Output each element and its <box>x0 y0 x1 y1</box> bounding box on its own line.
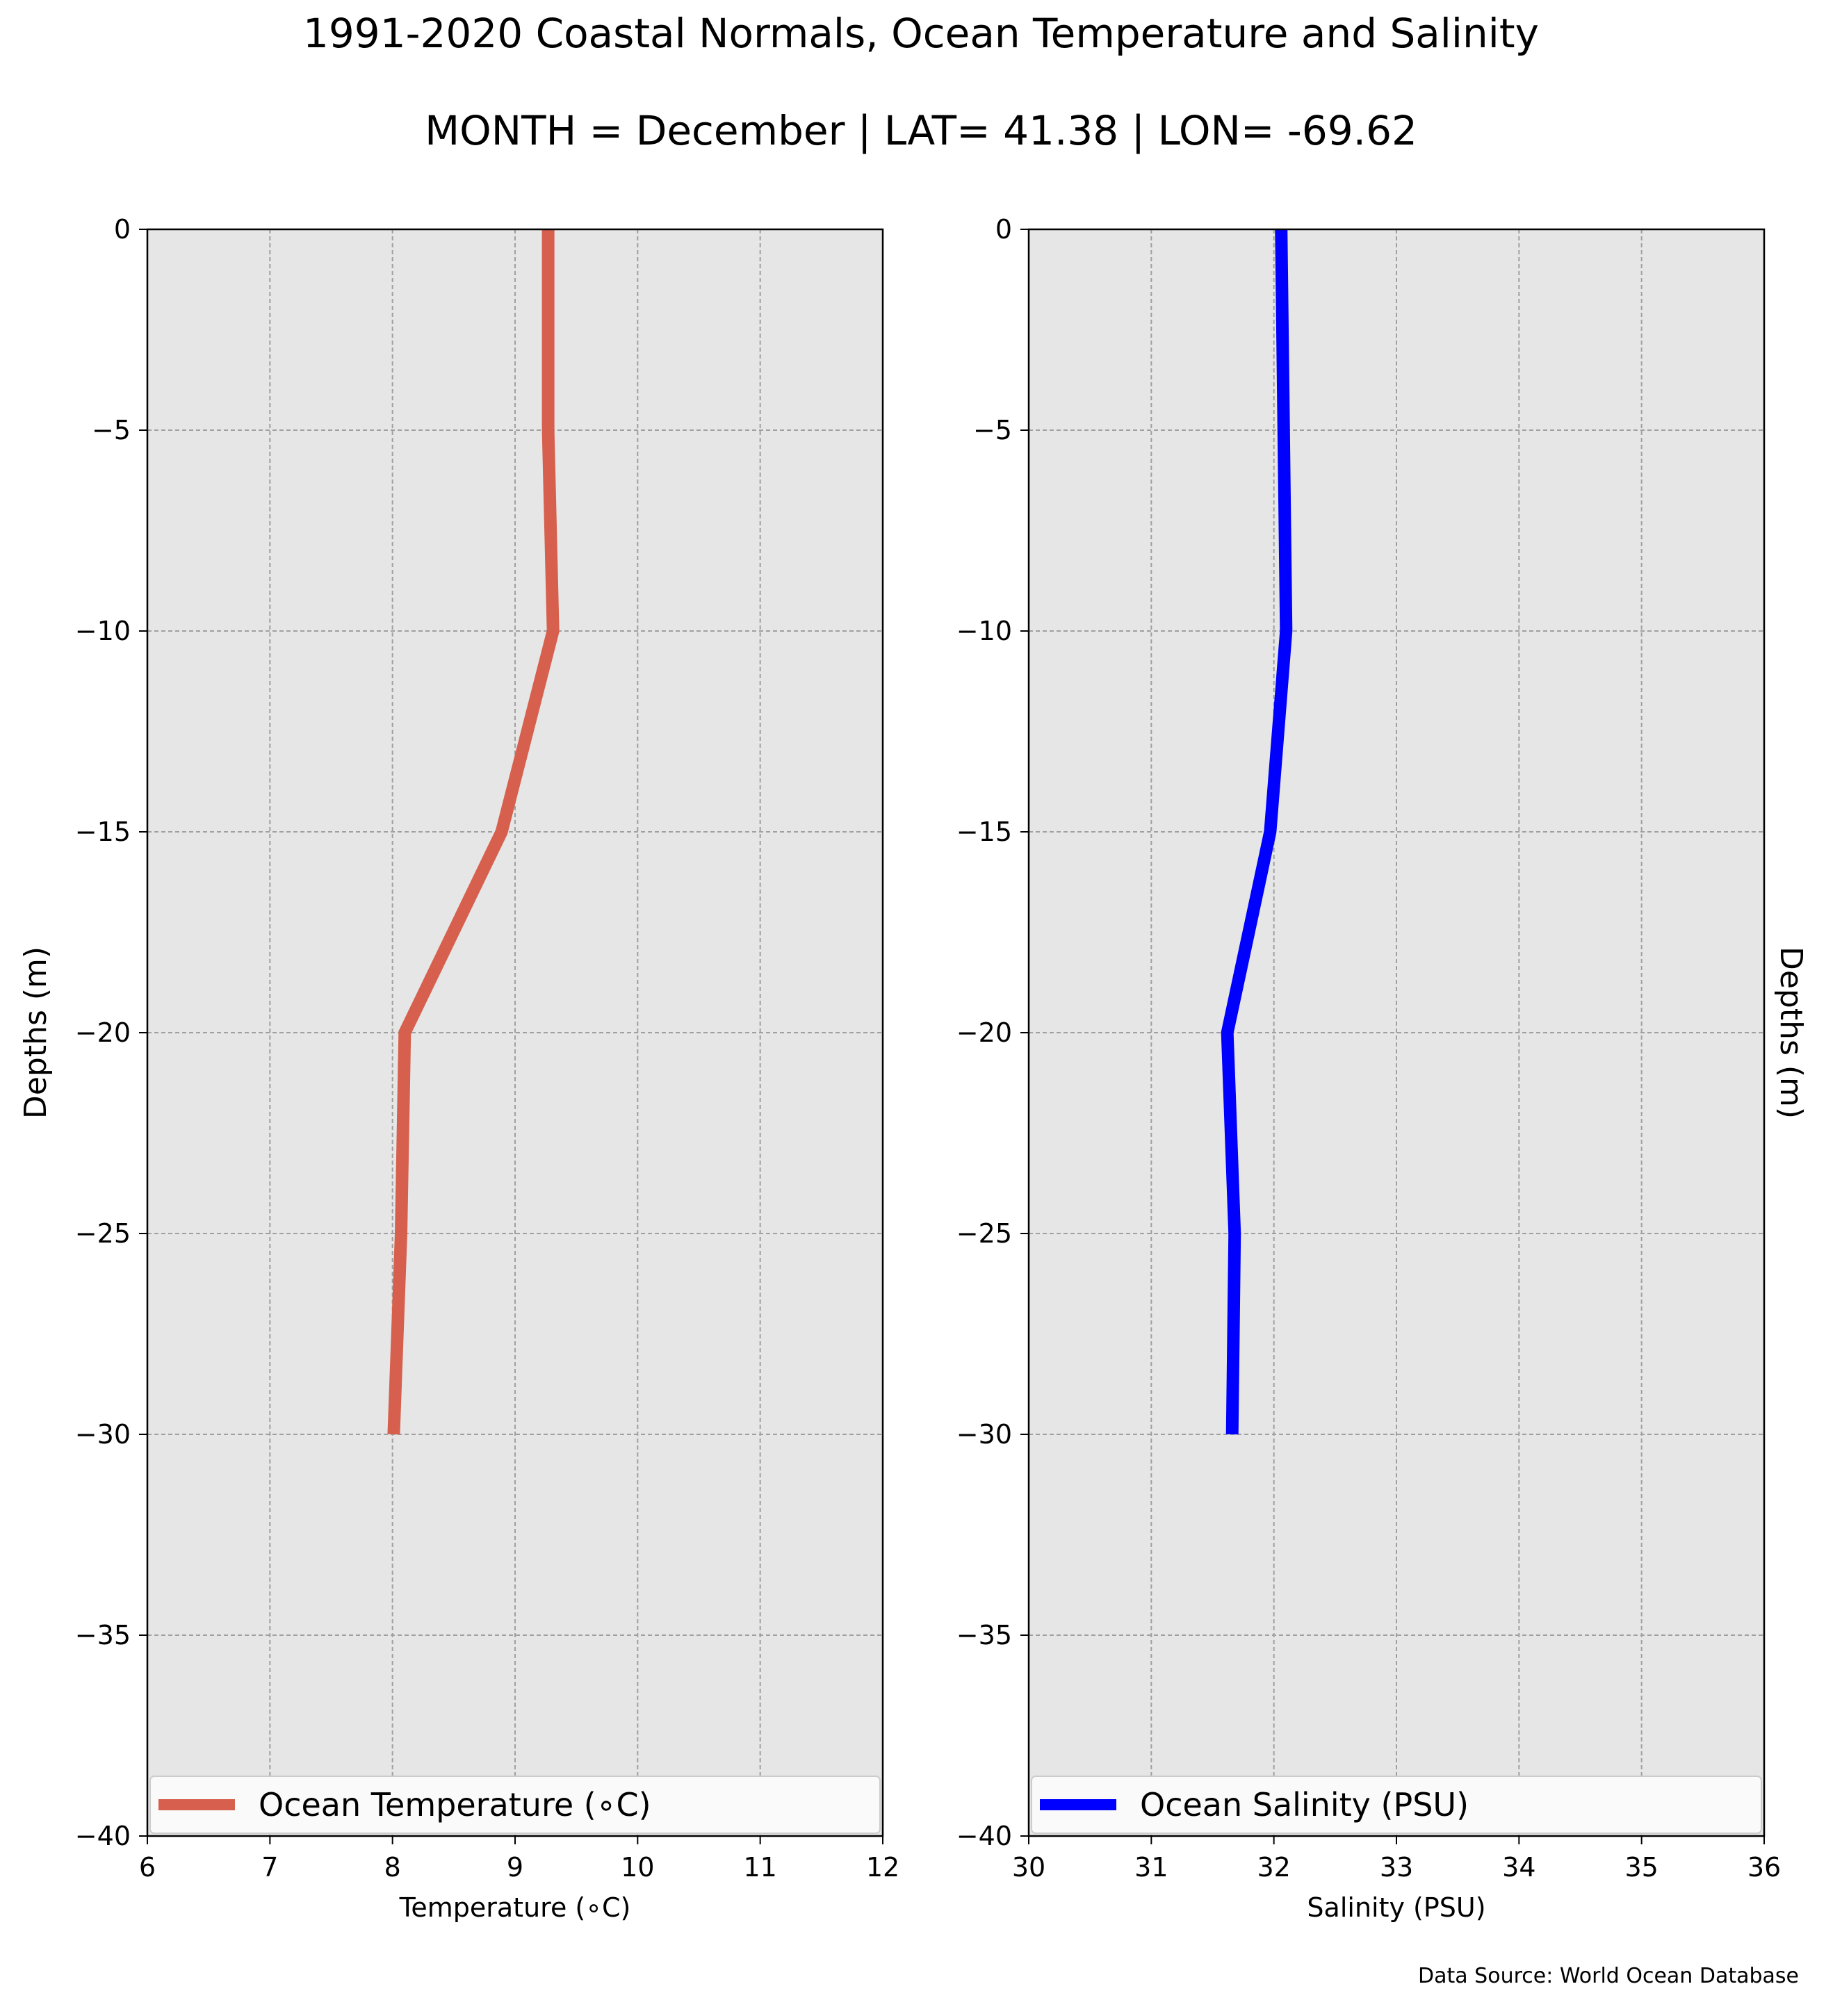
x-tick-label: 35 <box>1624 1852 1658 1883</box>
y-axis-label: Depths (m) <box>18 946 54 1119</box>
y-tick-label: 0 <box>995 214 1012 245</box>
x-tick-label: 30 <box>1012 1852 1045 1883</box>
x-axis-label: Salinity (PSU) <box>1307 1892 1485 1923</box>
y-tick-label: −40 <box>956 1821 1012 1851</box>
y-tick-label: −40 <box>75 1821 131 1851</box>
y-axis-label: Depths (m) <box>1773 946 1809 1119</box>
legend-box <box>149 1776 881 1834</box>
y-tick-label: −10 <box>75 616 131 646</box>
chart-title: 1991-2020 Coastal Normals, Ocean Tempera… <box>303 10 1539 57</box>
x-tick-label: 8 <box>384 1852 401 1883</box>
panel-2: 30 31 32 33 34 35 36 0 −5 −10 −15 −20 −25 −30 −35 −40 Sa… <box>956 214 1809 1923</box>
x-tick-label: 6 <box>139 1852 156 1883</box>
panel-1: 6 7 8 9 10 11 12 0 −5 −10 −15 −20 −25 −30 −35 −40 Temper… <box>18 214 899 1923</box>
y-tick-label: −5 <box>973 415 1012 445</box>
legend-label: Ocean Temperature (∘C) <box>259 1786 651 1824</box>
y-tick-label: −5 <box>92 415 131 445</box>
y-tick-label: −35 <box>75 1620 131 1650</box>
legend-label: Ocean Salinity (PSU) <box>1140 1786 1469 1824</box>
x-tick-label: 7 <box>261 1852 278 1883</box>
series-line <box>1221 229 1293 1435</box>
x-tick-label: 12 <box>866 1852 899 1883</box>
y-tick-label: −20 <box>75 1017 131 1048</box>
legend-box <box>1031 1776 1762 1834</box>
y-tick-label: −35 <box>956 1620 1012 1650</box>
y-tick-label: −15 <box>75 817 131 847</box>
legend: Ocean Salinity (PSU) <box>1031 1776 1762 1834</box>
x-tick-label: 31 <box>1134 1852 1168 1883</box>
y-tick-label: −20 <box>956 1017 1012 1048</box>
y-tick-label: −25 <box>75 1218 131 1249</box>
x-tick-label: 11 <box>743 1852 776 1883</box>
y-tick-label: −15 <box>956 817 1012 847</box>
panels: 6 7 8 9 10 11 12 0 −5 −10 −15 −20 −25 −30 −35 −40 Temper… <box>18 214 1809 1923</box>
chart-subtitle: MONTH = December | LAT= 41.38 | LON= -69… <box>425 107 1417 154</box>
legend: Ocean Temperature (∘C) <box>149 1776 881 1834</box>
x-axis-label: Temperature (∘C) <box>399 1892 631 1923</box>
y-tick-label: −25 <box>956 1218 1012 1249</box>
y-tick-label: 0 <box>114 214 131 245</box>
series-line <box>387 229 560 1435</box>
x-tick-label: 34 <box>1502 1852 1535 1883</box>
x-tick-label: 32 <box>1257 1852 1290 1883</box>
x-tick-label: 36 <box>1747 1852 1781 1883</box>
data-source-note: Data Source: World Ocean Database <box>1418 1964 1799 1988</box>
x-tick-label: 9 <box>507 1852 523 1883</box>
x-tick-label: 10 <box>621 1852 654 1883</box>
y-tick-label: −30 <box>956 1419 1012 1450</box>
y-tick-label: −30 <box>75 1419 131 1450</box>
y-tick-label: −10 <box>956 616 1012 646</box>
x-tick-label: 33 <box>1380 1852 1413 1883</box>
